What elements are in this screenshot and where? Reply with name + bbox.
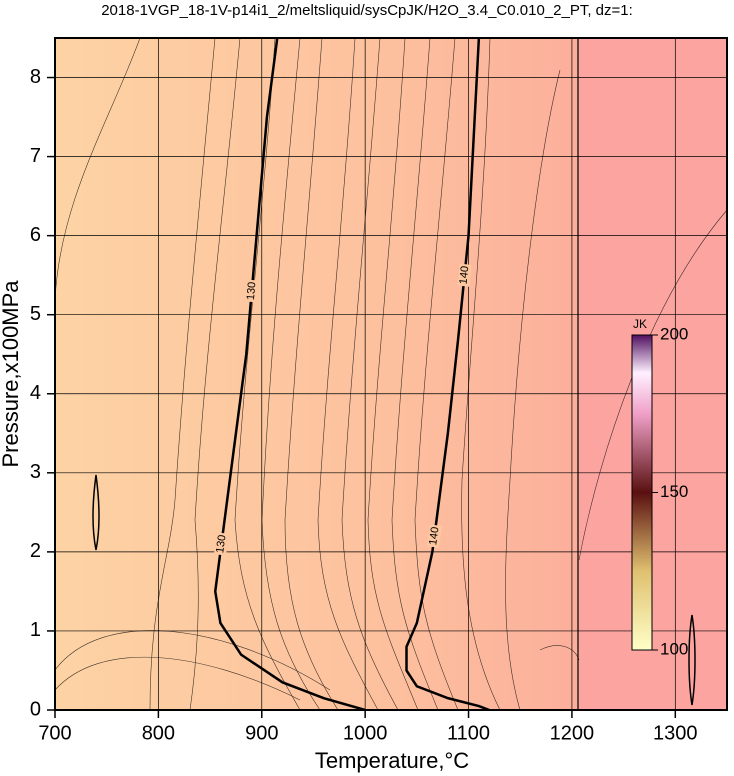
y-axis-label: Pressure,x100MPa — [0, 280, 23, 468]
contour-line — [213, 38, 366, 710]
colorbar-tick-label: 100 — [660, 639, 688, 658]
y-tick-label: 3 — [30, 461, 41, 483]
x-tick-label: 1100 — [447, 722, 490, 744]
minor-contours — [55, 38, 727, 710]
y-tick-label: 4 — [30, 382, 41, 404]
x-tick-label: 900 — [245, 722, 278, 744]
contour-label-bg — [244, 279, 259, 303]
contour-label-bg — [457, 263, 472, 287]
x-axis-label: Temperature,°C — [315, 748, 469, 773]
y-tick-label: 5 — [30, 303, 41, 325]
contour-label-bg — [214, 532, 229, 556]
closed-contour — [688, 614, 696, 706]
colorbar-tick-label: 150 — [660, 482, 688, 501]
colorbar-title: JK — [633, 317, 647, 331]
colorbar — [631, 334, 653, 651]
x-tick-label: 1000 — [343, 722, 388, 744]
y-tick-label: 6 — [30, 224, 41, 246]
plot-frame — [54, 37, 728, 711]
contour-label: 140 — [458, 265, 472, 284]
chart-title: 2018-1VGP_18-1V-p14i1_2/meltsliquid/sysC… — [101, 2, 633, 19]
x-tick-label: 800 — [142, 722, 175, 744]
contour-label-bg — [427, 524, 442, 548]
background-zone — [579, 38, 727, 710]
contour-label: 130 — [245, 281, 259, 300]
x-tick-label: 1300 — [653, 722, 698, 744]
plot-area: 130 130 140 140 — [55, 38, 727, 710]
colorbar-tick-label: 200 — [660, 324, 688, 343]
y-tick-label: 1 — [30, 619, 41, 641]
y-tick-label: 7 — [30, 145, 41, 167]
contour-label: 140 — [427, 526, 441, 546]
y-tick-label: 0 — [30, 698, 41, 720]
contour-label: 130 — [214, 534, 228, 554]
closed-contour — [92, 474, 100, 551]
y-tick-label: 8 — [30, 66, 41, 88]
x-tick-label: 1200 — [550, 722, 595, 744]
x-tick-label: 700 — [38, 722, 71, 744]
contour-line — [405, 38, 490, 710]
y-tick-label: 2 — [30, 540, 41, 562]
